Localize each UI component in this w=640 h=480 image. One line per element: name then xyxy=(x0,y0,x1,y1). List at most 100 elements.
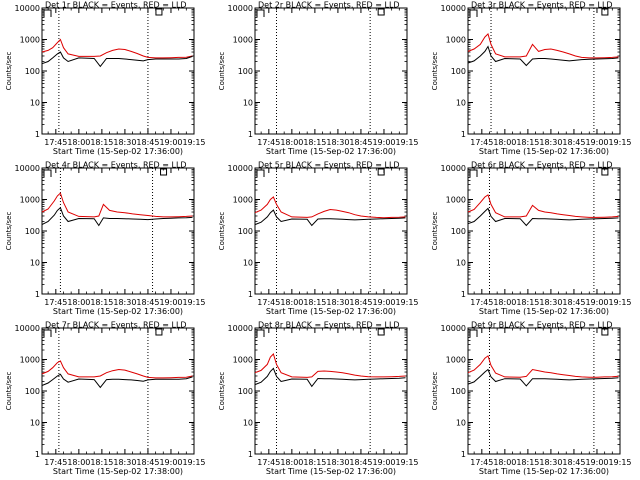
y-tick-label: 100 xyxy=(238,67,253,76)
x-tick-label: 18:45 xyxy=(349,138,372,147)
interval-marker xyxy=(44,9,52,17)
series-lld-line xyxy=(254,353,406,378)
interval-marker xyxy=(377,328,385,336)
x-tick-label: 19:00 xyxy=(372,138,395,147)
x-tick-label: 18:30 xyxy=(326,298,349,307)
x-tick-label: 18:45 xyxy=(136,138,159,147)
y-tick-label: 10 xyxy=(30,99,40,108)
interval-marker xyxy=(377,8,385,16)
x-tick-label: 18:45 xyxy=(562,458,585,467)
x-tick-label: 18:15 xyxy=(90,138,113,147)
interval-marker xyxy=(160,168,168,176)
y-tick-label: 1000 xyxy=(446,356,466,365)
x-tick-label: 19:15 xyxy=(608,138,631,147)
x-tick-label: 18:15 xyxy=(303,458,326,467)
y-tick-label: 1 xyxy=(461,130,466,139)
y-tick-label: 100 xyxy=(25,227,40,236)
x-tick-label: 18:00 xyxy=(67,458,90,467)
y-axis-label: Counts/sec xyxy=(218,372,226,411)
x-tick-label: 18:00 xyxy=(67,298,90,307)
interval-marker xyxy=(257,169,265,177)
y-tick-label: 1000 xyxy=(233,36,253,45)
y-axis-label: Counts/sec xyxy=(218,212,226,251)
x-axis-label: Start Time (15-Sep-02 17:36:00) xyxy=(266,147,396,156)
x-tick-label: 18:30 xyxy=(539,458,562,467)
x-tick-label: 19:00 xyxy=(585,298,608,307)
x-tick-label: 19:15 xyxy=(395,138,418,147)
y-tick-label: 1000 xyxy=(20,196,40,205)
interval-marker xyxy=(601,328,609,336)
y-tick-label: 10 xyxy=(30,419,40,428)
x-tick-label: 18:30 xyxy=(539,138,562,147)
y-axis-label: Counts/sec xyxy=(5,212,13,251)
x-tick-label: 19:15 xyxy=(182,458,205,467)
x-tick-label: 19:15 xyxy=(395,458,418,467)
series-events-line xyxy=(41,373,193,389)
y-tick-label: 1 xyxy=(35,130,40,139)
y-tick-label: 1 xyxy=(35,450,40,459)
x-tick-label: 19:15 xyxy=(608,458,631,467)
interval-marker xyxy=(470,9,478,17)
y-tick-label: 100 xyxy=(25,387,40,396)
x-axis-label: Start Time (15-Sep-02 17:38:00) xyxy=(53,467,183,476)
x-tick-label: 17:45 xyxy=(470,138,493,147)
x-tick-label: 18:00 xyxy=(280,298,303,307)
x-tick-label: 18:00 xyxy=(493,458,516,467)
x-tick-label: 19:00 xyxy=(585,458,608,467)
x-tick-label: 18:45 xyxy=(562,138,585,147)
y-tick-label: 10000 xyxy=(15,164,40,173)
x-tick-label: 18:15 xyxy=(303,138,326,147)
series-events-line xyxy=(467,207,619,227)
y-tick-label: 10000 xyxy=(441,164,466,173)
x-axis-label: Start Time (15-Sep-02 17:36:00) xyxy=(53,307,183,316)
x-tick-label: 19:00 xyxy=(372,298,395,307)
interval-marker xyxy=(470,329,478,337)
x-tick-label: 19:00 xyxy=(372,458,395,467)
x-tick-label: 17:45 xyxy=(44,138,67,147)
x-tick-label: 18:45 xyxy=(562,298,585,307)
x-tick-label: 18:00 xyxy=(280,138,303,147)
panel-det-1: Det 1r BLACK = Events, RED = LLD 1 10 100 10… xyxy=(5,1,206,157)
series-events-line xyxy=(41,206,193,227)
y-axis-label: Counts/sec xyxy=(431,372,439,411)
x-tick-label: 18:15 xyxy=(90,458,113,467)
y-tick-label: 10000 xyxy=(441,324,466,333)
y-tick-label: 100 xyxy=(25,67,40,76)
x-tick-label: 18:30 xyxy=(113,298,136,307)
panel-det-7: Det 7r BLACK = Events, RED = LLD 1 10 100 10… xyxy=(5,321,206,477)
y-tick-label: 1000 xyxy=(233,196,253,205)
panel-title: Det 5r BLACK = Events, RED = LLD xyxy=(258,161,400,170)
interval-marker xyxy=(601,168,609,176)
y-tick-label: 100 xyxy=(451,227,466,236)
y-tick-label: 10000 xyxy=(228,324,253,333)
y-axis-label: Counts/sec xyxy=(5,52,13,91)
x-tick-label: 18:15 xyxy=(516,458,539,467)
y-tick-label: 100 xyxy=(451,67,466,76)
y-tick-label: 1000 xyxy=(20,36,40,45)
interval-marker xyxy=(470,169,478,177)
x-tick-label: 19:15 xyxy=(608,298,631,307)
y-tick-label: 10 xyxy=(243,259,253,268)
x-tick-label: 18:45 xyxy=(349,458,372,467)
series-events-line xyxy=(41,51,193,68)
interval-marker xyxy=(257,329,265,337)
panel-title: Det 4r BLACK = Events, RED = LLD xyxy=(45,161,187,170)
x-axis-label: Start Time (15-Sep-02 17:36:00) xyxy=(479,147,609,156)
y-tick-label: 1000 xyxy=(446,196,466,205)
y-tick-label: 10 xyxy=(30,259,40,268)
y-tick-label: 10000 xyxy=(15,324,40,333)
x-tick-label: 18:00 xyxy=(493,138,516,147)
x-tick-label: 17:45 xyxy=(470,298,493,307)
y-tick-label: 1 xyxy=(248,130,253,139)
series-events-line xyxy=(254,209,406,227)
panel-det-2: Det 2r BLACK = Events, RED = LLD 1 10 100 10… xyxy=(218,1,419,157)
interval-marker xyxy=(155,328,163,336)
x-tick-label: 18:45 xyxy=(136,298,159,307)
interval-marker xyxy=(601,8,609,16)
x-axis-label: Start Time (15-Sep-02 17:36:00) xyxy=(479,467,609,476)
x-tick-label: 19:00 xyxy=(159,458,182,467)
panel-title: Det 7r BLACK = Events, RED = LLD xyxy=(45,321,187,330)
panel-det-8: Det 8r BLACK = Events, RED = LLD 1 10 100 10… xyxy=(218,321,419,477)
y-tick-label: 10 xyxy=(456,259,466,268)
